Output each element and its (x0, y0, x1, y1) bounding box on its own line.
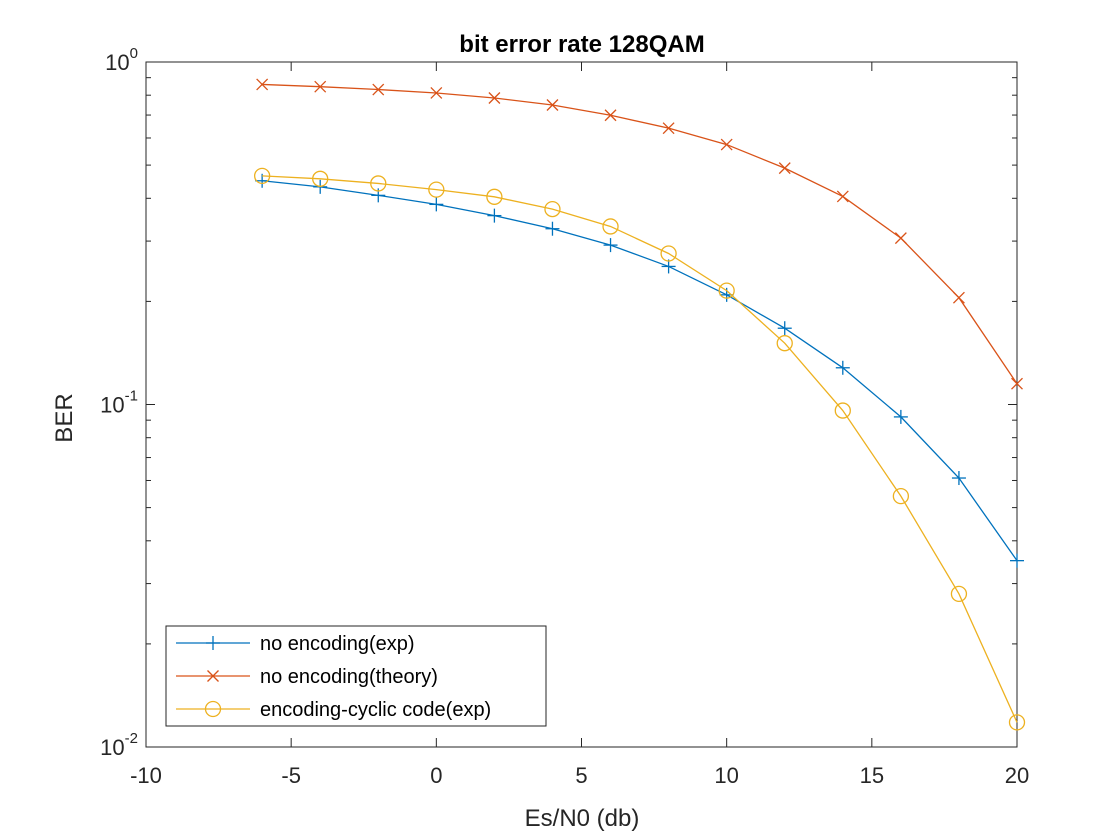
data-point (1008, 714, 1026, 731)
legend: no encoding(exp) no encoding(theory) encod… (165, 625, 547, 727)
legend-label: encoding-cyclic code(exp) (260, 699, 491, 721)
legend-item: no encoding(theory) (176, 666, 438, 688)
data-point (777, 321, 792, 336)
series-1 (255, 173, 1024, 568)
legend-label: no encoding(theory) (260, 666, 438, 688)
legend-marker (206, 636, 220, 650)
data-point (314, 80, 327, 93)
y-tick-base: 10 (105, 50, 129, 75)
x-tick-label: -10 (130, 763, 162, 788)
data-point (661, 259, 676, 274)
data-point (544, 200, 561, 218)
data-point (1011, 377, 1023, 390)
data-point (718, 282, 735, 299)
series-layer (253, 78, 1026, 731)
data-point (545, 221, 560, 236)
series-3 (253, 167, 1026, 731)
chart-title: bit error rate 128QAM (459, 31, 704, 58)
data-point (487, 208, 502, 223)
x-tick-label: 0 (430, 763, 442, 788)
data-point (1010, 553, 1024, 568)
y-tick-exponent: -2 (125, 730, 138, 747)
y-tick-exponent: 0 (130, 45, 138, 62)
data-point (602, 218, 619, 235)
legend-marker (204, 700, 222, 718)
data-point (603, 238, 618, 253)
series-line (262, 180, 1018, 562)
data-point (428, 181, 445, 198)
y-tick-label: 10-2 (100, 730, 138, 760)
legend-label: no encoding(exp) (260, 633, 415, 655)
data-point (894, 232, 907, 245)
data-point (778, 162, 791, 175)
data-point (952, 291, 965, 304)
x-axis-ticks: -10 -5 0 5 10 15 20 (130, 62, 1029, 788)
data-point (950, 585, 968, 602)
data-point (836, 190, 849, 203)
legend-item: no encoding(exp) (176, 633, 415, 655)
x-tick-label: 10 (714, 763, 738, 788)
data-point (370, 175, 387, 192)
data-point (835, 360, 850, 375)
data-point (430, 87, 443, 99)
data-point (429, 197, 444, 212)
data-point (893, 409, 908, 424)
series-2 (256, 78, 1023, 390)
series-line (262, 83, 1018, 385)
y-tick-exponent: -1 (125, 388, 138, 405)
data-point (486, 188, 503, 205)
data-point (951, 471, 966, 486)
data-point (662, 122, 675, 135)
y-tick-label: 10-1 (100, 388, 138, 418)
data-point (546, 99, 559, 111)
data-point (488, 92, 501, 104)
x-tick-label: 20 (1005, 763, 1029, 788)
y-tick-base: 10 (100, 735, 124, 760)
legend-item: encoding-cyclic code(exp) (176, 699, 491, 721)
y-tick-label: 100 (105, 45, 138, 75)
data-point (312, 170, 329, 187)
data-point (720, 138, 733, 151)
data-point (834, 402, 851, 419)
x-tick-label: 15 (860, 763, 884, 788)
legend-marker (207, 670, 219, 682)
data-point (253, 167, 271, 185)
series-line (262, 175, 1018, 723)
y-tick-base: 10 (100, 393, 124, 418)
x-axis-label: Es/N0 (db) (525, 805, 640, 832)
data-point (256, 78, 269, 91)
y-axis-label: BER (51, 393, 78, 442)
data-point (776, 335, 793, 352)
x-tick-label: 5 (575, 763, 587, 788)
data-point (604, 109, 617, 122)
data-point (660, 245, 677, 262)
x-tick-label: -5 (281, 763, 301, 788)
data-point (372, 83, 385, 96)
data-point (892, 488, 910, 505)
